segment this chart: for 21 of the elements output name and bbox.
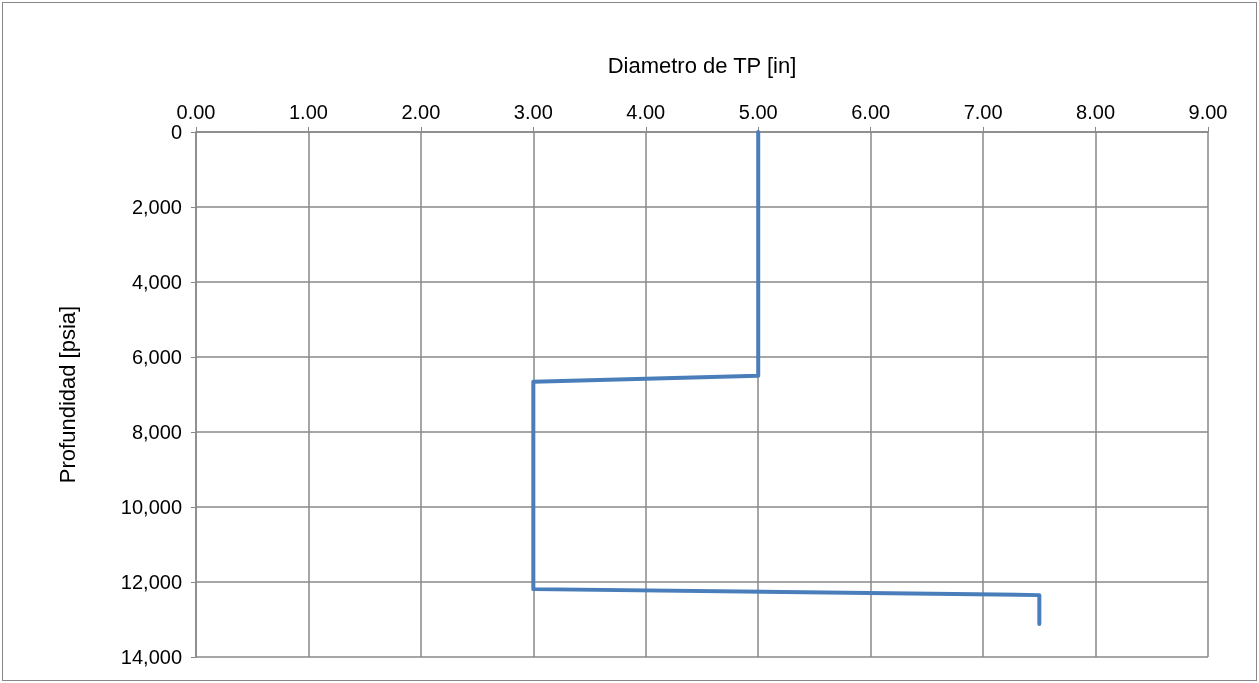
x-tick-label: 6.00 xyxy=(851,101,891,123)
y-tick-label: 8,000 xyxy=(131,421,182,443)
x-tick-label: 7.00 xyxy=(963,101,1003,123)
x-tick-label: 8.00 xyxy=(1076,101,1116,123)
x-tick-label: 0.00 xyxy=(176,101,216,123)
line-series xyxy=(531,130,1042,626)
x-axis-title: Diametro de TP [in] xyxy=(607,52,797,78)
x-tick-label: 5.00 xyxy=(738,101,778,123)
y-tick-label: 0 xyxy=(170,121,182,143)
y-tick-label: 6,000 xyxy=(131,346,182,368)
y-axis-title: Profundidad [psia] xyxy=(54,305,80,484)
x-tick-label: 9.00 xyxy=(1188,101,1228,123)
y-tick-label: 2,000 xyxy=(131,196,182,218)
y-tick-label: 12,000 xyxy=(120,571,182,593)
y-tick-label: 14,000 xyxy=(120,646,182,668)
x-tick-label: 2.00 xyxy=(401,101,441,123)
y-tick-label: 4,000 xyxy=(131,271,182,293)
y-tick-label: 10,000 xyxy=(120,496,182,518)
x-tick-label: 1.00 xyxy=(288,101,328,123)
x-tick-label: 3.00 xyxy=(513,101,553,123)
x-tick-label: 4.00 xyxy=(626,101,666,123)
